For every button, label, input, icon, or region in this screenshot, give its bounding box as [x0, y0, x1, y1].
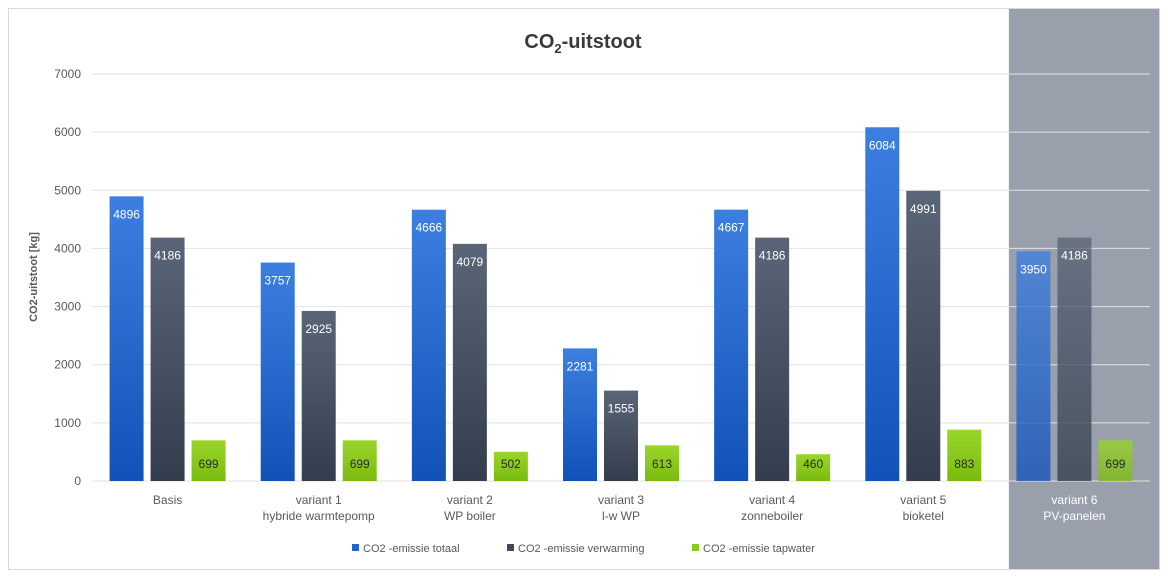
title-main: CO: [524, 31, 554, 53]
title-subscript: 2: [554, 41, 561, 56]
data-labels: 4896 4186 699 3757 2925 699 4666 4079 502 2281 155…: [113, 138, 1126, 471]
bar-data-label: 3757: [264, 274, 291, 288]
legend: CO2 -emissie totaal CO2 -emissie verwarmi…: [352, 543, 815, 555]
bar-series-1: [109, 196, 144, 481]
bar-data-label: 4896: [113, 207, 140, 221]
bar-data-label: 460: [803, 457, 823, 471]
legend-swatch: [692, 544, 699, 551]
legend-label: CO2 -emissie verwarming: [518, 543, 645, 555]
bar-series-2: [755, 237, 790, 481]
bar-data-label: 699: [1105, 457, 1125, 471]
bar-series-2: [452, 243, 487, 481]
chart-title: CO2-uitstoot: [524, 31, 642, 56]
bar-data-label: 2281: [567, 359, 594, 373]
bar-series-1: [260, 262, 295, 481]
x-tick-label: variant 1: [296, 493, 342, 507]
bar-series-2: [301, 310, 336, 481]
y-tick-label: 7000: [54, 67, 81, 81]
x-tick-label: PV-panelen: [1043, 509, 1105, 523]
bar-series-3: [1098, 440, 1133, 481]
bar-data-label: 4991: [910, 202, 937, 216]
x-tick-label: variant 5: [900, 493, 946, 507]
legend-swatch: [352, 544, 359, 551]
bar-series-1: [714, 209, 749, 482]
bar-series-2: [1057, 237, 1092, 481]
bar-data-label: 4667: [718, 221, 745, 235]
y-tick-label: 1000: [54, 416, 81, 430]
y-tick-label: 5000: [54, 183, 81, 197]
bar-series-3: [645, 445, 679, 481]
bar-series-2: [906, 190, 941, 481]
y-axis-ticks: 0 1000 2000 3000 4000 5000 6000 7000: [54, 67, 81, 488]
bar-data-label: 502: [501, 457, 521, 471]
x-tick-label: variant 2: [447, 493, 493, 507]
bar-data-label: 4186: [154, 249, 181, 263]
bar-series-3: [342, 440, 377, 481]
x-tick-label: Basis: [153, 493, 182, 507]
bar-series-3: [191, 440, 226, 481]
bar-data-label: 3950: [1020, 262, 1047, 276]
bar-data-label: 1555: [608, 402, 635, 416]
y-tick-label: 4000: [54, 241, 81, 255]
bar-data-label: 4186: [1061, 249, 1088, 263]
x-tick-label: variant 4: [749, 493, 795, 507]
bar-series-2: [604, 390, 638, 481]
x-tick-label: zonneboiler: [741, 509, 803, 523]
bar-data-label: 883: [954, 457, 974, 471]
bar-series-1: [865, 127, 900, 482]
x-tick-label: variant 3: [598, 493, 644, 507]
bar-series-3: [796, 454, 831, 481]
bar-data-label: 4186: [759, 249, 786, 263]
bar-data-label: 4079: [457, 255, 484, 269]
bar-series-1: [411, 209, 446, 481]
legend-label: CO2 -emissie tapwater: [703, 543, 815, 555]
bars: [109, 127, 1133, 482]
x-tick-label: WP boiler: [444, 509, 496, 523]
bar-series-3: [493, 451, 528, 481]
bar-data-label: 613: [652, 457, 672, 471]
bar-series-1: [563, 348, 597, 481]
y-tick-label: 2000: [54, 358, 81, 372]
bar-data-label: 6084: [869, 138, 896, 152]
x-tick-label: bioketel: [903, 509, 944, 523]
bar-data-label: 699: [350, 457, 370, 471]
legend-swatch: [507, 544, 514, 551]
y-tick-label: 0: [74, 474, 81, 488]
bar-data-label: 2925: [305, 322, 332, 336]
legend-label: CO2 -emissie totaal: [363, 543, 460, 555]
title-suffix: -uitstoot: [562, 31, 642, 53]
bar-series-3: [947, 429, 982, 481]
x-tick-label: l-w WP: [602, 509, 640, 523]
bar-data-label: 4666: [416, 221, 443, 235]
bar-series-1: [1016, 251, 1051, 481]
x-tick-label: variant 6: [1051, 493, 1097, 507]
y-axis-label: CO2-uitstoot [kg]: [28, 232, 40, 322]
x-axis-labels: Basis variant 1 hybride warmtepomp variant …: [153, 493, 1106, 523]
bar-data-label: 699: [199, 457, 219, 471]
x-tick-label: hybride warmtepomp: [263, 509, 375, 523]
y-tick-label: 6000: [54, 125, 81, 139]
bar-series-2: [150, 237, 185, 481]
y-tick-label: 3000: [54, 300, 81, 314]
